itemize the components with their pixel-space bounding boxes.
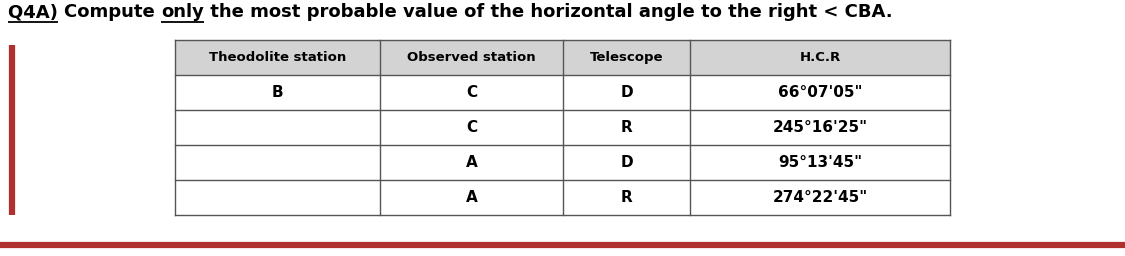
Bar [176, 180, 949, 215]
Text: A: A [466, 155, 477, 170]
Text: H.C.R: H.C.R [800, 51, 840, 64]
Text: 95°13'45": 95°13'45" [778, 155, 862, 170]
Text: R: R [621, 190, 632, 205]
Text: 245°16'25": 245°16'25" [773, 120, 867, 135]
Text: D: D [620, 155, 632, 170]
Text: the most probable value of the horizontal angle to the right < CBA.: the most probable value of the horizonta… [204, 3, 892, 21]
Text: D: D [620, 85, 632, 100]
Text: only: only [161, 3, 204, 21]
Text: 66°07'05": 66°07'05" [778, 85, 863, 100]
Text: R: R [621, 120, 632, 135]
Text: Q4A): Q4A) [8, 3, 64, 21]
Text: Telescope: Telescope [590, 51, 664, 64]
Bar [176, 110, 949, 145]
Text: C: C [466, 85, 477, 100]
Bar [176, 40, 949, 75]
Text: B: B [272, 85, 284, 100]
Text: 274°22'45": 274°22'45" [773, 190, 867, 205]
Text: C: C [466, 120, 477, 135]
Bar [176, 145, 949, 180]
Text: Observed station: Observed station [407, 51, 536, 64]
Bar [176, 75, 949, 110]
Text: A: A [466, 190, 477, 205]
Text: Theodolite station: Theodolite station [209, 51, 346, 64]
Text: Compute: Compute [64, 3, 161, 21]
